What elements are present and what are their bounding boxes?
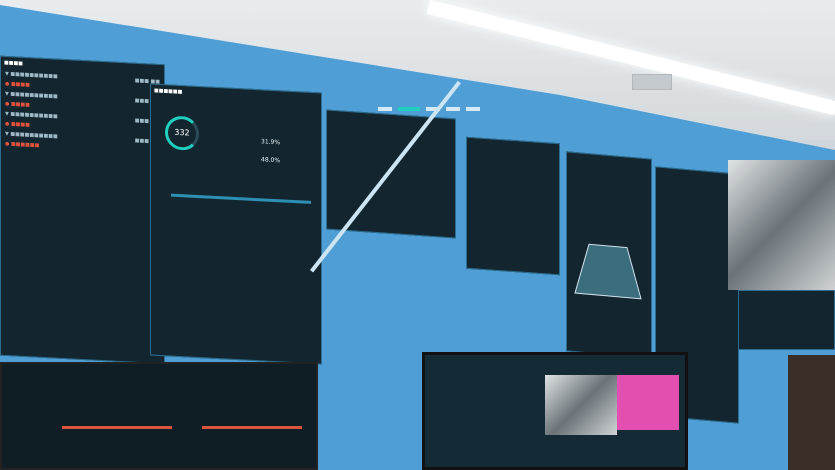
ceiling-vent: [632, 74, 672, 90]
tree-panel: [466, 136, 560, 276]
trend-line: [62, 426, 172, 429]
progress-bar: [171, 193, 311, 204]
desk-monitor-right: [788, 355, 835, 470]
desk-monitor-center: [422, 352, 688, 470]
detail-panel: [326, 109, 456, 239]
gauge: 332: [165, 115, 199, 152]
wall-nav: [378, 96, 486, 115]
alarm-list-panel: ■■■■ ▼ ■■■■■■■■■■■■■ ■■ ● ■■■■■■ ▼ ■■■■■…: [0, 55, 165, 365]
gauge-value: 332: [174, 127, 190, 138]
tunnel-camera-feed: [545, 375, 617, 435]
stat-1: 31.9%: [261, 138, 281, 147]
chart-panel: [566, 151, 652, 359]
area-chart: [574, 243, 642, 300]
stat-2: 48.0%: [261, 156, 281, 165]
highlight-feed: [617, 375, 679, 430]
overview-panel: ■■■■■■ 332 31.9% 48.0%: [150, 83, 322, 365]
desk-monitor: [0, 362, 318, 470]
camera-panel: [738, 290, 835, 350]
tunnel-camera-feed: [728, 160, 835, 290]
trend-line: [202, 426, 302, 429]
